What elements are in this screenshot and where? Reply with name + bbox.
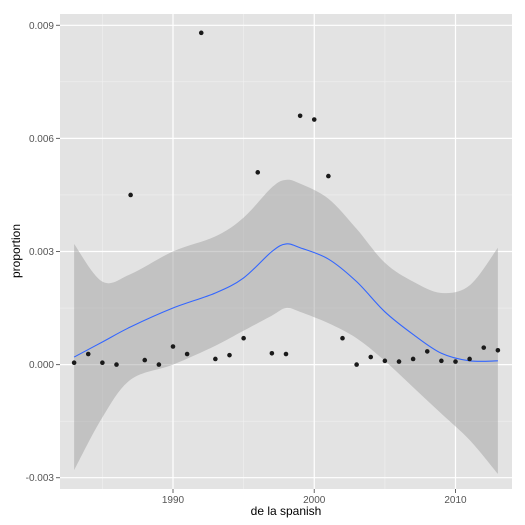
data-point <box>213 356 218 362</box>
data-point <box>495 347 501 353</box>
data-point <box>269 350 275 356</box>
data-point <box>71 360 77 366</box>
data-point <box>481 345 487 350</box>
x-axis: 1990 2000 2010 <box>162 489 467 506</box>
data-point <box>326 173 331 179</box>
data-point <box>354 362 359 367</box>
data-point <box>85 351 91 357</box>
x-tick-label: 2010 <box>444 495 467 506</box>
data-point <box>114 362 119 367</box>
y-tick-label: 0.009 <box>29 21 54 32</box>
y-axis-title: proportion <box>9 224 23 278</box>
data-point <box>439 358 444 364</box>
data-point <box>382 358 388 364</box>
major-grid <box>60 14 512 489</box>
data-point <box>453 359 458 364</box>
data-point <box>368 354 374 360</box>
data-point <box>156 362 162 367</box>
data-point <box>128 192 133 198</box>
data-point <box>467 356 472 362</box>
x-tick-label: 2000 <box>303 495 326 506</box>
data-point <box>184 351 190 357</box>
data-point <box>198 30 204 36</box>
y-tick-label: -0.003 <box>26 473 55 484</box>
data-point <box>170 344 176 349</box>
data-point <box>396 359 402 364</box>
data-point <box>311 117 317 122</box>
data-point <box>255 170 261 175</box>
confidence-band <box>74 179 498 474</box>
data-point <box>410 356 416 362</box>
data-point <box>424 349 430 354</box>
data-point <box>227 352 232 358</box>
smooth-line <box>73 243 498 362</box>
data-point <box>142 357 148 363</box>
data-point <box>241 335 246 341</box>
y-tick-label: 0.003 <box>29 247 54 258</box>
y-axis: -0.003 0.000 0.003 0.006 0.009 <box>26 21 60 484</box>
data-point <box>100 360 105 366</box>
x-tick-label: 1990 <box>162 495 185 506</box>
data-points <box>71 30 501 367</box>
data-point <box>283 351 289 357</box>
data-point <box>340 335 345 341</box>
data-point <box>297 113 303 119</box>
x-axis-title: de la spanish <box>251 504 322 518</box>
y-tick-label: 0.000 <box>29 360 54 371</box>
y-tick-label: 0.006 <box>29 134 54 145</box>
